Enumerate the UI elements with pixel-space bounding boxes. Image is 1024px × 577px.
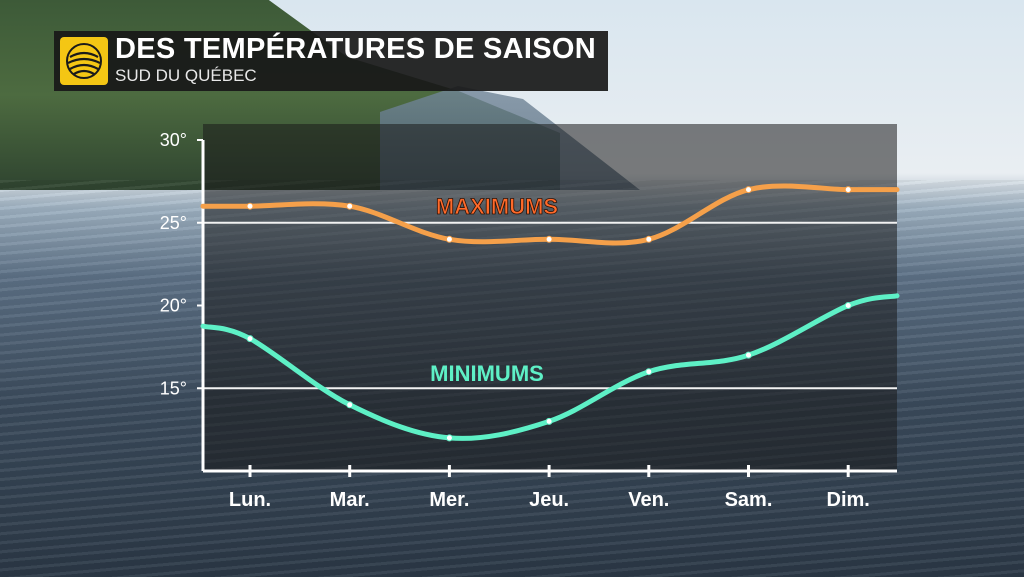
- x-tick-label: Mer.: [429, 489, 469, 511]
- x-tick-label: Jeu.: [529, 489, 569, 511]
- data-point: [645, 235, 653, 243]
- series-group: [200, 183, 900, 442]
- data-point: [445, 434, 453, 442]
- x-tick-label: Sam.: [725, 489, 773, 511]
- y-tick-label: 30°: [160, 130, 187, 150]
- data-point: [645, 368, 653, 376]
- page-subtitle: SUD DU QUÉBEC: [115, 66, 257, 85]
- y-tick-label: 15°: [160, 378, 187, 398]
- data-point: [745, 186, 752, 194]
- data-point: [246, 202, 254, 210]
- data-point: [844, 186, 852, 194]
- data-point: [445, 235, 453, 243]
- data-point: [246, 335, 254, 343]
- data-point: [745, 351, 752, 359]
- data-point: [346, 202, 354, 210]
- data-point: [545, 235, 553, 243]
- series-label-minimums: MINIMUMS: [430, 361, 544, 386]
- data-point: [346, 401, 354, 409]
- x-tick-label: Ven.: [628, 489, 669, 511]
- sun-stripes-logo-icon: [60, 37, 108, 85]
- x-tick-label: Lun.: [229, 489, 271, 511]
- y-tick-label: 25°: [160, 213, 187, 233]
- y-tick-label: 20°: [160, 296, 187, 316]
- x-tick-label: Dim.: [827, 489, 870, 511]
- plot-panel: [203, 124, 897, 471]
- x-tick-label: Mar.: [330, 489, 370, 511]
- series-label-maximums: MAXIMUMS: [436, 194, 558, 219]
- data-point: [545, 417, 553, 425]
- page-title: DES TEMPÉRATURES DE SAISON: [115, 33, 596, 65]
- data-point: [844, 302, 852, 309]
- y-tick-labels: 30° 25° 20° 15°: [160, 130, 203, 398]
- x-tick-labels: Lun. Mar. Mer. Jeu. Ven. Sam. Dim.: [229, 465, 870, 511]
- sun-stripes-logo-graphic: [66, 43, 102, 79]
- title-banner: [54, 31, 608, 91]
